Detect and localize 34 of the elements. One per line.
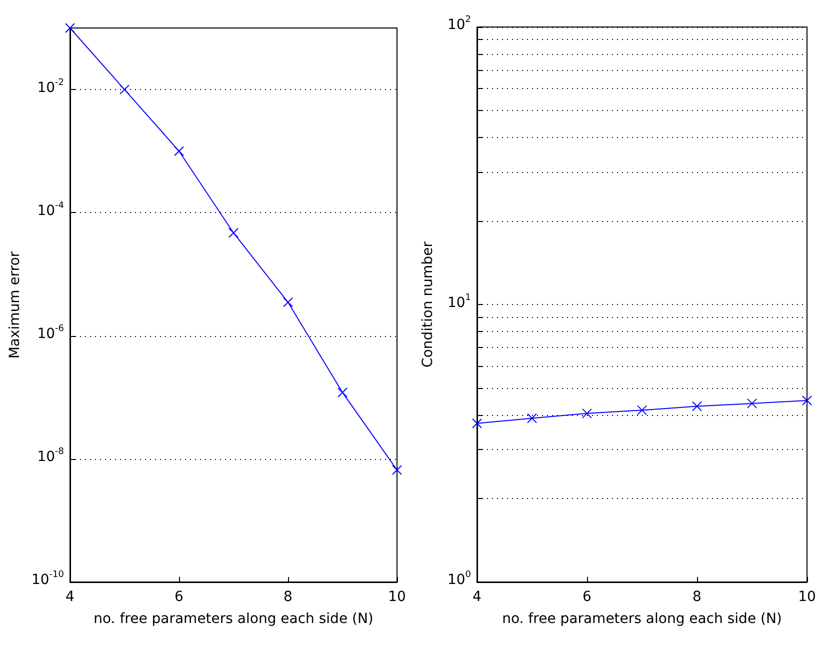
point: [392, 464, 402, 475]
point: [582, 408, 592, 418]
y-axis-title: Maximum error: [7, 251, 23, 359]
x-axis-title: no. free parameters along each side (N): [502, 611, 782, 627]
point: [527, 413, 537, 424]
point: [283, 297, 293, 308]
point: [637, 405, 647, 416]
x-tick-label: 4: [66, 589, 75, 605]
point: [802, 395, 812, 406]
x-tick-label: 8: [284, 589, 292, 605]
point: [747, 398, 757, 408]
y-tick-label: 10$^{-4}$: [37, 200, 64, 220]
point: [65, 23, 75, 33]
x-tick-label: 6: [582, 589, 592, 605]
y-axis-title: Condition number: [420, 241, 436, 368]
y-tick-label: 10$^{2}$: [447, 15, 471, 34]
x-tick-label: 10: [388, 589, 406, 605]
point: [120, 84, 130, 95]
y-tick-label: 10$^{-8}$: [37, 446, 64, 466]
point: [174, 146, 184, 156]
x-tick-label: 6: [174, 589, 184, 605]
x-tick-label: 4: [472, 589, 482, 605]
x-tick-label: 8: [692, 589, 702, 605]
y-tick-label: 10$^{1}$: [447, 292, 471, 312]
y-tick-label: 10$^{0}$: [447, 570, 471, 589]
x-axis-title: no. free parameters along each side (N): [94, 611, 374, 627]
point: [692, 401, 702, 412]
point: [472, 418, 482, 428]
point: [228, 228, 238, 238]
y-tick-label: 10$^{-6}$: [37, 324, 64, 343]
x-tick-label: 10: [798, 589, 816, 605]
y-tick-label: 10$^{-10}$: [31, 570, 64, 589]
y-tick-label: 10$^{-2}$: [37, 78, 64, 97]
point: [338, 387, 348, 398]
